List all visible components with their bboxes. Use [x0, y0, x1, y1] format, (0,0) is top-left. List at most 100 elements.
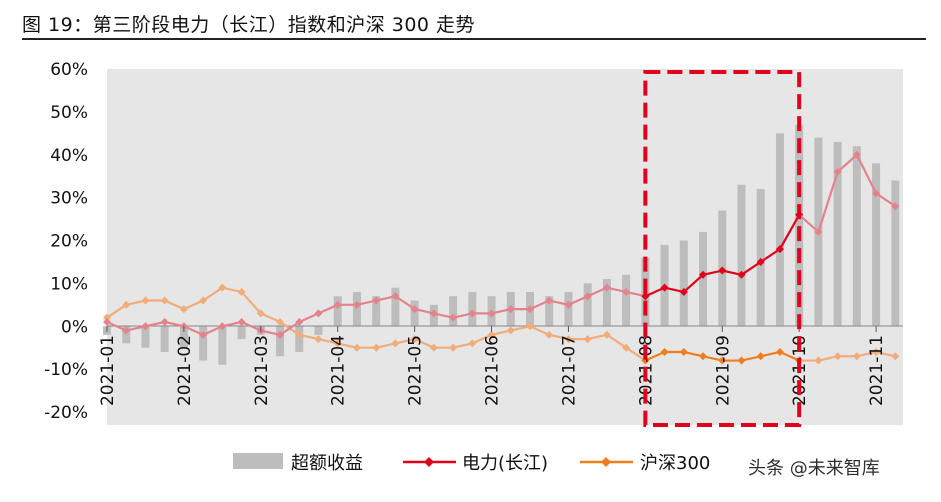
excess-bar	[333, 296, 342, 327]
excess-bar	[833, 141, 842, 327]
excess-bar	[391, 287, 400, 327]
excess-bar	[545, 296, 554, 327]
power-segment	[202, 325, 223, 336]
y-tick-label: 60%	[50, 60, 88, 80]
csi300-segment	[202, 286, 223, 302]
excess-bar	[314, 326, 323, 335]
y-tick-label: 10%	[50, 274, 88, 294]
excess-bar	[295, 326, 304, 352]
excess-bar	[122, 326, 131, 344]
watermark: 头条 @未来智库	[748, 458, 880, 479]
legend-marker-power	[424, 457, 434, 467]
power-segment	[529, 299, 550, 311]
csi300-segment	[779, 350, 800, 362]
power-segment	[644, 286, 666, 298]
csi300-segment	[606, 333, 627, 349]
x-tick-label: 2021-06	[483, 335, 503, 406]
power-segment	[817, 171, 839, 233]
power-segment	[279, 321, 300, 336]
legend-label-excess: 超额收益	[291, 453, 363, 474]
x-tick-label: 2021-02	[175, 335, 195, 406]
lines	[103, 150, 900, 365]
power-segment	[683, 273, 704, 293]
excess-bar	[737, 184, 746, 327]
power-segment	[183, 325, 204, 336]
x-tick-label: 2021-07	[559, 335, 579, 406]
excess-bar	[795, 124, 804, 327]
power-segment	[568, 295, 589, 306]
power-segment	[318, 303, 339, 315]
power-segment	[875, 192, 896, 208]
csi300-segment	[183, 299, 204, 311]
power-segment	[798, 213, 820, 233]
csi300-segment	[414, 338, 435, 349]
excess-bar	[564, 291, 573, 327]
excess-bar	[179, 326, 188, 348]
excess-bar	[372, 296, 381, 327]
legend-label-power: 电力(长江)	[462, 453, 548, 474]
excess-bar	[699, 231, 708, 327]
excess-bar	[199, 326, 208, 361]
excess-bar	[218, 326, 227, 365]
y-tick-label: -10%	[44, 360, 88, 380]
csi300-point	[891, 352, 900, 361]
power-segment	[855, 154, 878, 194]
excess-bar	[756, 189, 765, 327]
legend-label-csi300: 沪深300	[640, 453, 710, 474]
excess-bar	[352, 291, 361, 327]
x-tick-label: 2021-09	[713, 335, 733, 406]
power-segment	[394, 295, 416, 311]
excess-bar	[679, 240, 688, 327]
excess-bar	[622, 274, 631, 327]
power-segment	[836, 153, 858, 173]
excess-bar	[583, 283, 592, 327]
excess-bar	[276, 326, 285, 357]
power-segment	[760, 248, 781, 263]
y-tick-label: -20%	[44, 403, 88, 423]
csi300-segment	[164, 299, 185, 311]
x-tick-label: 2021-04	[329, 335, 349, 406]
excess-bar	[449, 296, 458, 327]
y-tick-label: 30%	[50, 189, 88, 209]
y-tick-label: 0%	[61, 317, 88, 337]
excess-bar	[602, 279, 611, 327]
csi300-segment	[106, 303, 127, 319]
excess-bar	[775, 133, 784, 327]
x-tick-label: 2021-11	[867, 335, 887, 406]
x-tick-label: 2021-03	[252, 335, 272, 406]
excess-bar	[891, 180, 900, 327]
x-tick-label: 2021-05	[406, 335, 426, 406]
x-tick-label: 2021-01	[98, 335, 118, 406]
power-point	[891, 202, 900, 211]
plot-area	[107, 69, 903, 425]
excess-bar	[160, 326, 169, 352]
highlight-box	[643, 70, 802, 427]
power-segment	[298, 312, 319, 323]
excess-bar	[872, 163, 881, 327]
excess-bar	[468, 291, 477, 327]
csi300-segment	[625, 346, 646, 362]
excess-bar	[852, 146, 861, 327]
y-tick-label: 50%	[50, 103, 88, 123]
csi300-segment	[260, 312, 281, 323]
figure-title: 图 19：第三阶段电力（长江）指数和沪深 300 走势	[22, 14, 476, 36]
power-segment	[106, 320, 127, 332]
power-segment	[778, 214, 801, 250]
y-axis: 60% 50% 40% 30% 20% 10% 0% -10% -20%	[44, 60, 88, 423]
y-tick-label: 40%	[50, 146, 88, 166]
power-segment	[241, 320, 262, 332]
excess-bar	[237, 326, 246, 340]
csi300-segment	[529, 325, 550, 336]
csi300-segment	[644, 350, 666, 362]
title-rule	[22, 38, 926, 40]
excess-bar	[410, 300, 419, 327]
power-segment	[740, 261, 762, 276]
csi300-segment	[471, 333, 492, 345]
legend-marker-csi300	[601, 457, 611, 467]
legend-swatch-excess	[233, 453, 283, 469]
y-tick-label: 20%	[50, 232, 88, 252]
excess-bar	[141, 326, 150, 348]
power-segment	[587, 286, 608, 298]
legend: 超额收益 电力(长江) 沪深300	[233, 453, 710, 474]
